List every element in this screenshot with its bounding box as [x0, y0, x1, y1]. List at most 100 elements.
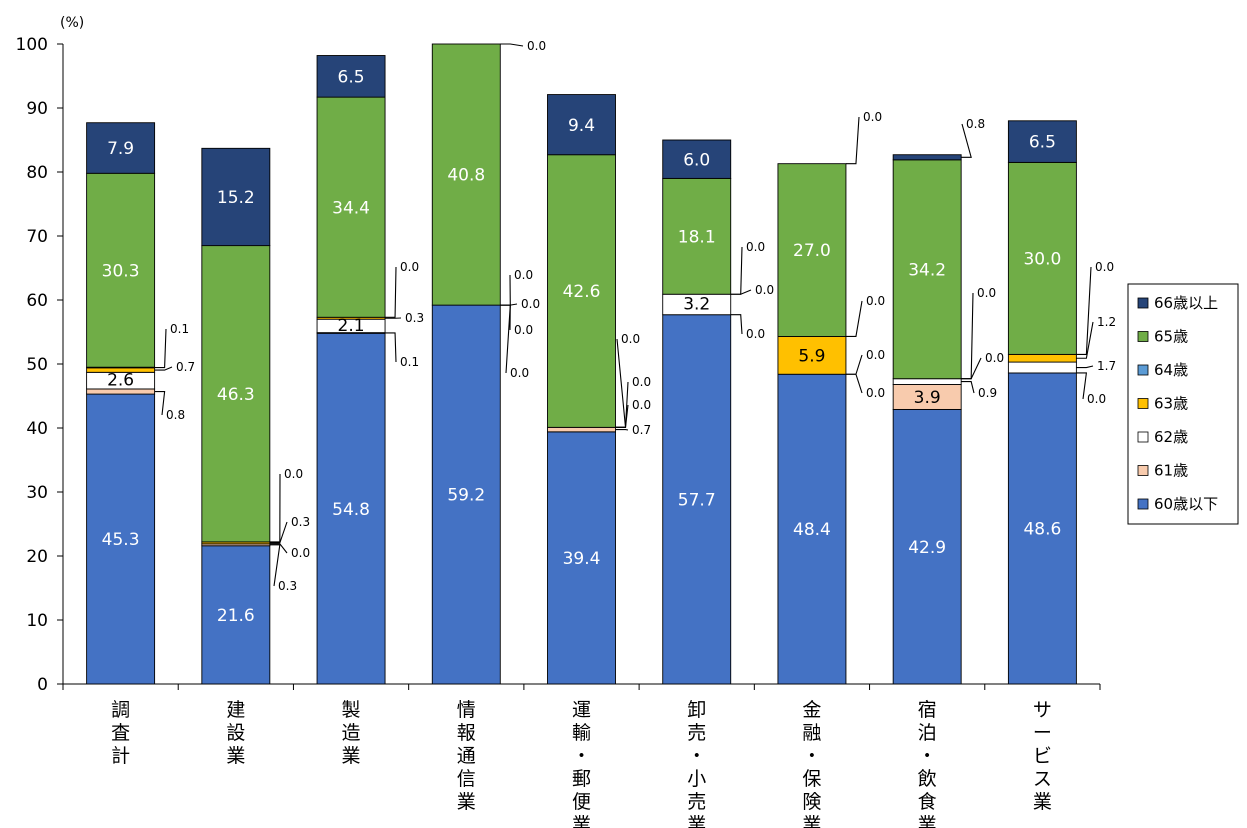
legend-label: 60歳以下 [1154, 495, 1218, 513]
data-label: 2.6 [107, 371, 134, 391]
data-label: 30.0 [1023, 250, 1061, 270]
y-tick-label: 100 [16, 35, 48, 55]
callout-label: 0.0 [866, 294, 885, 308]
callout-label: 0.3 [278, 579, 297, 593]
bar-segment [316, 96, 386, 318]
callout-line [615, 338, 627, 428]
callout-line [269, 521, 288, 544]
bar-segment [662, 177, 732, 295]
data-label: 42.9 [908, 538, 946, 558]
bar-segment [547, 431, 616, 685]
callout-line [730, 246, 743, 295]
callout-label: 0.1 [170, 322, 189, 336]
data-label: 34.4 [332, 198, 370, 218]
callout-label: 0.0 [755, 283, 774, 297]
legend-swatch [1137, 297, 1149, 309]
callout-label: 0.0 [400, 260, 419, 274]
data-label: 48.6 [1023, 520, 1061, 540]
data-label: 7.9 [107, 139, 134, 159]
data-label: 42.6 [563, 282, 601, 302]
data-label: 6.5 [338, 67, 365, 87]
callout-label: 0.0 [521, 297, 540, 311]
category-label: 情報通信業 [457, 699, 476, 813]
data-label: 39.4 [563, 549, 601, 569]
legend-label: 64歳 [1154, 361, 1188, 379]
axes: 0 10 20 30 40 50 60 70 80 90 100 (%) [16, 15, 1101, 695]
category-label: 運輸・郵便業 [572, 699, 591, 828]
callout-label: 0.0 [866, 386, 885, 400]
callout-label: 0.1 [400, 355, 419, 369]
y-tick-label: 0 [37, 675, 48, 695]
data-label: 30.3 [102, 261, 140, 281]
bar-segment [547, 154, 616, 428]
callout-label: 0.0 [621, 332, 640, 346]
callout-line [500, 304, 511, 374]
callout-line [961, 357, 982, 380]
legend-label: 66歳以上 [1154, 294, 1218, 312]
callout-line [1076, 372, 1088, 400]
category-labels: 調査計 建設業 製造業 情報通信業 運輸・郵便業 卸売・小売業 金融・保険業 宿泊・飲食業 サー… [111, 699, 1052, 828]
data-label: 21.6 [217, 606, 255, 626]
callout-label: 0.0 [632, 375, 651, 389]
bar-segment [777, 336, 847, 375]
callout-line [845, 300, 863, 338]
callout-label: 0.0 [510, 366, 529, 380]
callout-line [269, 543, 288, 554]
data-label: 2.1 [338, 316, 365, 336]
data-label: 6.5 [1029, 133, 1056, 153]
category-label: 卸売・小売業 [687, 699, 706, 828]
bar-segment [1007, 161, 1077, 355]
callout-line [1076, 365, 1094, 369]
data-label: 46.3 [217, 385, 255, 405]
data-label: 3.9 [914, 388, 941, 408]
data-label: 18.1 [678, 227, 716, 247]
callout-line [385, 266, 397, 318]
callout-label: 1.7 [1097, 359, 1116, 373]
callout-label: 0.3 [291, 515, 310, 529]
callout-label: 0.0 [863, 110, 882, 124]
callout-label: 0.0 [977, 286, 996, 300]
callout-label: 0.9 [978, 386, 997, 400]
callout-label: 0.0 [1087, 392, 1106, 406]
bar-segment [1007, 372, 1077, 685]
callout-line [961, 381, 975, 394]
bar-segment [316, 332, 386, 685]
bar-segment [1007, 361, 1077, 374]
y-tick-label: 40 [26, 419, 48, 439]
callout-label: 0.0 [514, 268, 533, 282]
callout-label: 0.0 [632, 398, 651, 412]
callout-line [615, 404, 629, 428]
data-label: 57.7 [678, 490, 716, 510]
legend-swatch [1137, 364, 1149, 376]
bar-segment [86, 122, 156, 174]
callout-line [1076, 321, 1094, 359]
legend-swatch [1137, 398, 1149, 409]
bar-segment [892, 384, 962, 410]
category-label: 製造業 [342, 699, 361, 767]
callout-label: 0.0 [514, 323, 533, 337]
callout-label: 0.3 [405, 311, 424, 325]
category-label: 調査計 [111, 699, 130, 767]
data-label: 15.2 [217, 188, 255, 208]
y-unit-label: (%) [60, 15, 84, 31]
callout-label: 0.0 [746, 327, 765, 341]
bar-segment [777, 373, 847, 685]
data-label: 3.2 [683, 295, 710, 315]
callout-line [385, 332, 397, 363]
callout-line [730, 314, 743, 335]
legend-label: 63歳 [1154, 395, 1188, 413]
data-label: 34.2 [908, 260, 946, 280]
bar-segment [201, 245, 271, 543]
bar-segment [1007, 120, 1077, 163]
legend-label: 61歳 [1154, 462, 1188, 480]
legend-swatch [1137, 498, 1149, 510]
data-label: 5.9 [798, 346, 825, 366]
data-label: 45.3 [102, 530, 140, 550]
category-label: 建設業 [226, 699, 245, 767]
y-tick-label: 80 [26, 163, 48, 183]
bar-segment [777, 163, 847, 337]
legend-label: 65歳 [1154, 328, 1188, 346]
y-tick-label: 60 [26, 291, 48, 311]
callout-labels: 0.1 0.7 0.8 0.0 0.3 0.0 0.3 0.0 0.3 0.1 0.0 0.0 0.0 0… [154, 39, 1116, 593]
